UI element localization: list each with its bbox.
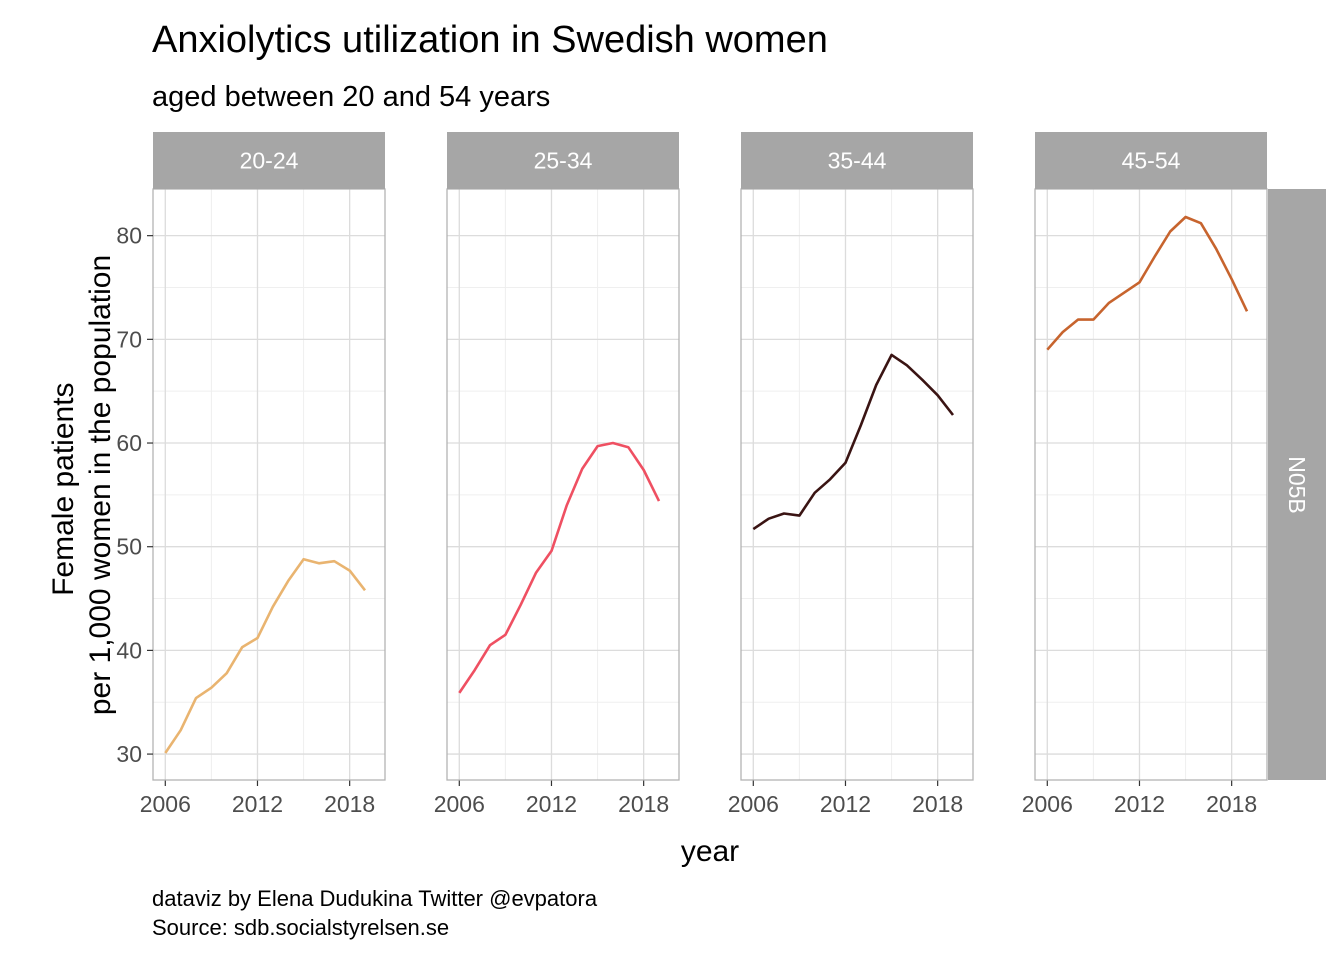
row-facet-strip: N05B xyxy=(1268,189,1326,780)
y-tick-label: 60 xyxy=(116,430,142,456)
x-tick-label: 2012 xyxy=(1114,791,1165,817)
row-strip-background xyxy=(1268,189,1326,780)
series-line-35-44 xyxy=(752,353,955,531)
caption-source: Source: sdb.socialstyrelsen.se xyxy=(152,915,449,940)
x-tick-label: 2006 xyxy=(1022,791,1073,817)
facet-strip-background xyxy=(1035,132,1267,189)
x-tick-label: 2018 xyxy=(324,791,375,817)
facet-strip-label: 25-34 xyxy=(534,148,593,174)
facet-strip-background xyxy=(741,132,973,189)
facet-panel-35-44: 2006 2012 2018 35-44 xyxy=(728,132,974,817)
y-axis-title-line-1: Female patients xyxy=(47,382,80,595)
facet-panel-20-24: 2006 2012 2018 20-24 xyxy=(140,132,386,817)
x-tick-label: 2006 xyxy=(434,791,485,817)
chart-title: Anxiolytics utilization in Swedish women xyxy=(152,19,828,61)
facet-strip-label: 45-54 xyxy=(1122,148,1181,174)
facet-panel-45-54: 2006 2012 2018 45-54 xyxy=(1022,132,1268,817)
facet-strip-label: 35-44 xyxy=(828,148,887,174)
facet-strip-label: 20-24 xyxy=(240,148,299,174)
x-tick-label: 2018 xyxy=(1206,791,1257,817)
series-line-25-34 xyxy=(458,441,661,694)
x-tick-label: 2018 xyxy=(618,791,669,817)
y-tick-label: 40 xyxy=(116,637,142,663)
series-line-45-54 xyxy=(1046,215,1249,351)
x-axis-title: year xyxy=(681,835,739,868)
y-tick-label: 50 xyxy=(116,534,142,560)
row-strip-label: N05B xyxy=(1284,456,1310,514)
y-tick-label: 30 xyxy=(116,741,142,767)
x-tick-label: 2018 xyxy=(912,791,963,817)
x-tick-label: 2012 xyxy=(820,791,871,817)
facet-strip-background xyxy=(153,132,385,189)
y-tick-label: 80 xyxy=(116,223,142,249)
series-line-20-24 xyxy=(164,557,367,754)
y-tick-label: 70 xyxy=(116,326,142,352)
caption-credit: dataviz by Elena Dudukina Twitter @evpat… xyxy=(152,886,598,911)
chart-subtitle: aged between 20 and 54 years xyxy=(152,81,550,113)
y-axis: 30 40 50 60 70 80 xyxy=(116,223,153,767)
x-tick-label: 2006 xyxy=(140,791,191,817)
x-tick-label: 2012 xyxy=(526,791,577,817)
x-tick-label: 2012 xyxy=(232,791,283,817)
facet-strip-background xyxy=(447,132,679,189)
y-axis-title: Female patients per 1,000 women in the p… xyxy=(47,255,117,715)
x-tick-label: 2006 xyxy=(728,791,779,817)
facet-panel-25-34: 2006 2012 2018 25-34 xyxy=(434,132,680,817)
y-axis-title-line-2: per 1,000 women in the population xyxy=(84,255,117,715)
